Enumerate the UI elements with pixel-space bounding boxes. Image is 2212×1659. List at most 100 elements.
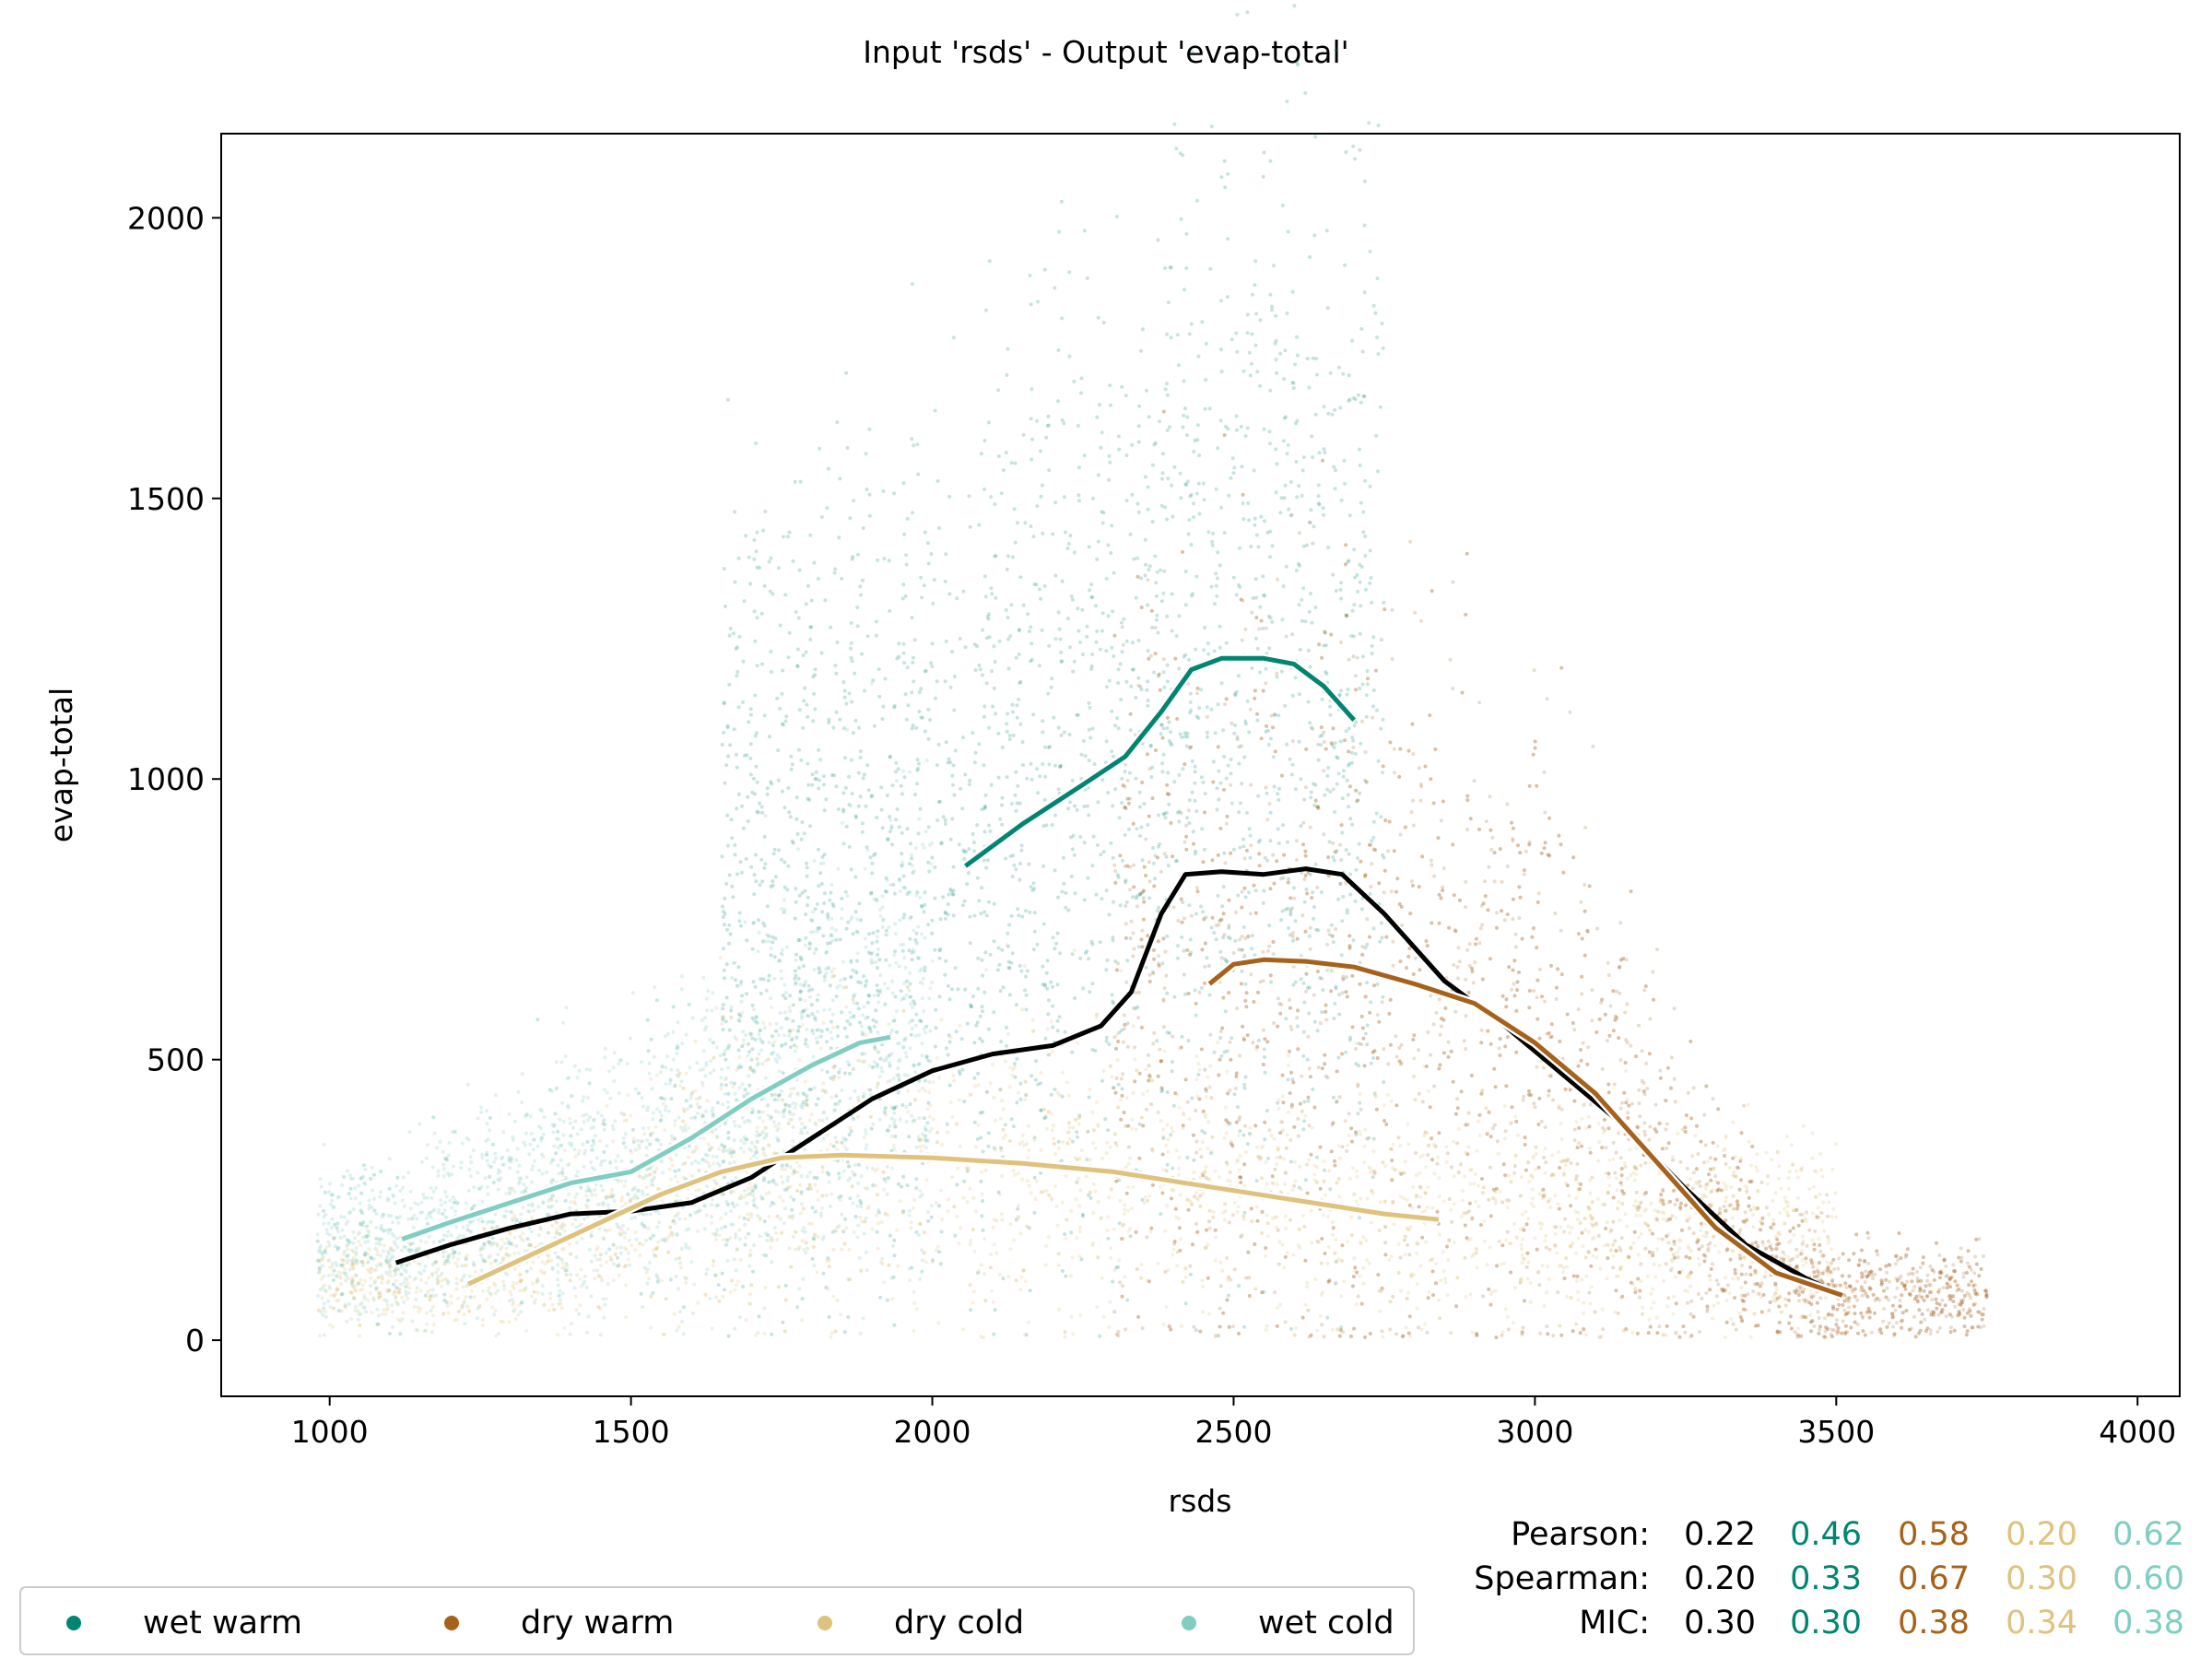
scatter-point [1065,547,1070,550]
scatter-point [772,955,777,959]
scatter-point [822,853,827,857]
scatter-point [1407,1314,1412,1319]
scatter-point [780,789,784,794]
scatter-point [1075,1180,1079,1184]
scatter-point [919,903,924,908]
scatter-point [1016,907,1020,912]
scatter-point [872,724,877,728]
scatter-point [992,1332,996,1336]
scatter-point [1053,500,1058,505]
scatter-point [1167,720,1171,724]
scatter-point [1041,531,1045,535]
scatter-point [781,1320,785,1324]
scatter-point [790,839,794,843]
scatter-point [1295,1024,1300,1029]
scatter-point [815,998,819,1003]
scatter-point [1909,1271,1913,1276]
scatter-point [1273,341,1277,346]
scatter-point [1265,818,1270,822]
scatter-point [1554,996,1559,1001]
scatter-point [1441,885,1445,889]
scatter-point [1020,740,1025,745]
scatter-point [853,1215,858,1218]
scatter-point [963,772,968,777]
scatter-point [777,848,782,853]
scatter-point [1349,750,1354,755]
scatter-point [1365,917,1370,922]
scatter-point [1301,455,1306,460]
scatter-point [1284,415,1288,419]
scatter-point [1305,543,1309,547]
scatter-point [1708,1167,1712,1171]
scatter-point [1283,483,1288,488]
scatter-point [910,1265,914,1270]
scatter-point [769,556,773,560]
scatter-point [1319,890,1324,894]
scatter-point [1123,805,1127,809]
scatter-point [1100,521,1105,525]
scatter-point [1320,697,1324,701]
scatter-point [1391,963,1395,968]
scatter-point [1268,839,1273,843]
scatter-point [1294,569,1299,572]
scatter-point [837,1070,841,1075]
scatter-point [824,1285,829,1289]
scatter-point [1479,1041,1484,1045]
scatter-point [1365,682,1370,687]
scatter-point [1464,1014,1468,1018]
scatter-point [1447,925,1452,930]
scatter-point [1457,959,1462,964]
scatter-point [1492,879,1497,884]
scatter-point [1748,1207,1753,1212]
scatter-point [996,1190,1001,1194]
scatter-point [1364,693,1369,698]
scatter-point [1075,1135,1079,1139]
scatter-point [1146,578,1150,582]
scatter-point [1238,937,1242,942]
scatter-point [1724,1208,1728,1213]
scatter-point [1185,479,1190,484]
scatter-point [1787,1321,1792,1325]
scatter-point [1188,937,1193,942]
scatter-point [1184,847,1189,852]
scatter-point [1709,1156,1712,1160]
scatter-point [1787,1321,1792,1325]
scatter-point [1771,1222,1776,1227]
scatter-point [999,491,1004,496]
scatter-point [1362,179,1367,183]
scatter-point [1009,913,1014,918]
scatter-point [1434,1281,1438,1286]
scatter-point [734,647,738,651]
scatter-point [1358,562,1362,567]
scatter-point [1248,833,1253,838]
scatter-point [1227,898,1231,902]
scatter-point [1135,556,1139,560]
scatter-point [844,824,849,829]
scatter-point [1565,1183,1570,1188]
scatter-point [1392,747,1396,751]
scatter-point [1473,960,1477,964]
scatter-point [770,1093,774,1098]
scatter-point [1167,802,1171,806]
scatter-point [857,901,862,906]
scatter-point [1198,688,1203,692]
scatter-point [1332,1017,1336,1020]
scatter-point [1290,762,1295,767]
scatter-point [1015,703,1019,708]
scatter-point [758,1029,762,1033]
scatter-point [1026,612,1030,617]
scatter-point [987,612,991,617]
scatter-point [994,595,998,600]
scatter-point [1303,91,1308,95]
scatter-point [1107,453,1112,458]
scatter-point [748,707,753,712]
scatter-point [1196,716,1201,721]
scatter-point [1505,912,1510,917]
scatter-point [1039,494,1043,499]
scatter-point [1348,1035,1352,1040]
scatter-point [949,987,954,992]
scatter-point [1089,664,1094,668]
scatter-point [1161,752,1166,757]
scatter-point [1884,1264,1888,1268]
scatter-point [1123,770,1127,774]
